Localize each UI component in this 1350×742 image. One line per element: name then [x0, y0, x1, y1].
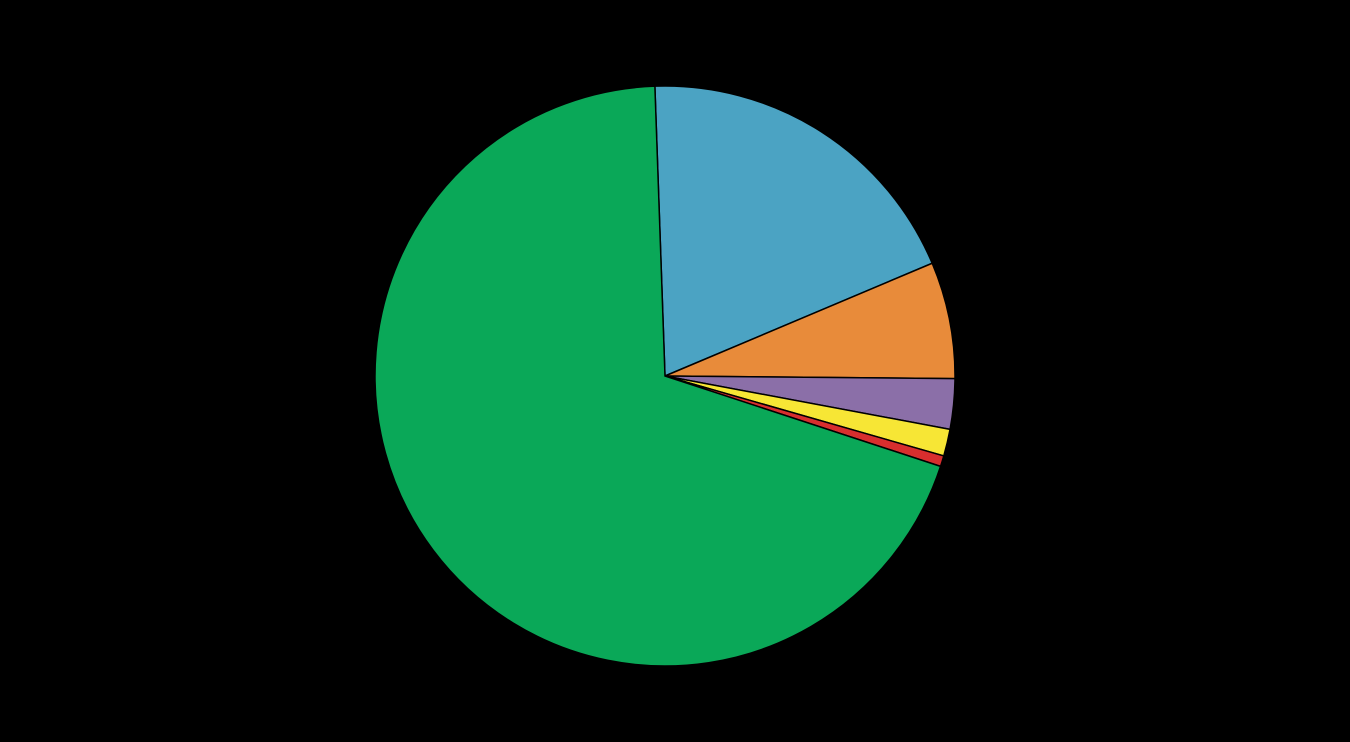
pie-chart [0, 0, 1350, 742]
pie-chart-svg [0, 0, 1350, 742]
